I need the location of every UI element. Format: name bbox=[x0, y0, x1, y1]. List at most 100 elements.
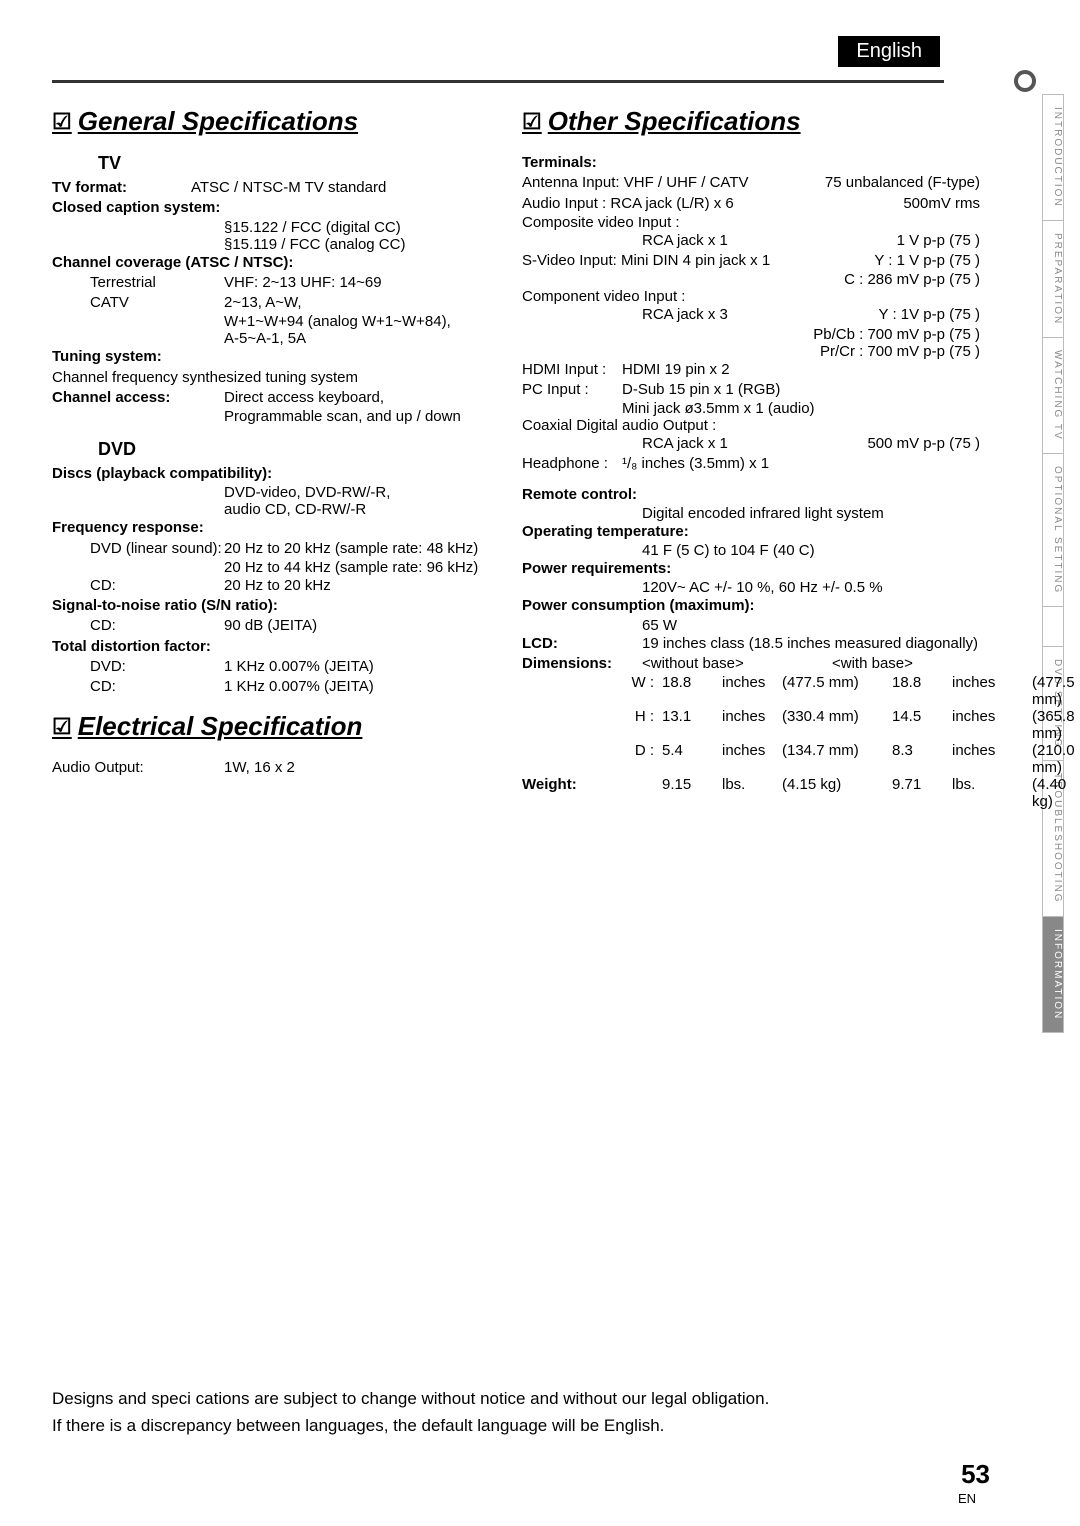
coax-key: Coaxial Digital audio Output : bbox=[522, 417, 980, 434]
footer-notes: Designs and speci cations are subject to… bbox=[52, 1388, 812, 1438]
catv-value3: A-5~A-1, 5A bbox=[52, 330, 510, 347]
side-tab-strip: INTRODUCTION PREPARATION WATCHING TV OPT… bbox=[1042, 94, 1064, 1033]
component-y: Y : 1V p-p (75 ) bbox=[879, 305, 980, 325]
remote-value: Digital encoded infrared light system bbox=[522, 505, 980, 522]
left-column: General Specifications TV TV format: ATS… bbox=[52, 100, 522, 810]
en-mark: EN bbox=[958, 1491, 976, 1506]
antenna-v1: VHF / UHF / CATV bbox=[624, 174, 749, 191]
component-key: Component video Input : bbox=[522, 288, 980, 305]
pc-input-key: PC Input : bbox=[522, 380, 622, 400]
terrestrial-key: Terrestrial bbox=[90, 273, 224, 293]
power-cons-label: Power consumption (maximum): bbox=[522, 596, 755, 616]
component-pb: Pb/Cb : 700 mV p-p (75 ) bbox=[522, 326, 980, 343]
svideo-c: C : 286 mV p-p (75 ) bbox=[522, 271, 980, 288]
tdf-cd-value: 1 KHz 0.007% (JEITA) bbox=[224, 677, 374, 697]
freq-dvd-key: DVD (linear sound): bbox=[90, 539, 224, 559]
coverage-label: Channel coverage (ATSC / NTSC): bbox=[52, 253, 293, 273]
antenna-v2: 75 unbalanced (F-type) bbox=[825, 173, 980, 193]
side-tab-watching-tv[interactable]: WATCHING TV bbox=[1042, 337, 1064, 453]
composite-key: Composite video Input : bbox=[522, 214, 980, 231]
access-value2: Programmable scan, and up / down bbox=[52, 408, 510, 425]
heading-electrical-spec: Electrical Specification bbox=[52, 711, 510, 742]
freq-dvd-v2: 20 Hz to 44 kHz (sample rate: 96 kHz) bbox=[52, 559, 510, 576]
access-label: Channel access: bbox=[52, 388, 224, 408]
corner-node-icon bbox=[1014, 70, 1036, 92]
dim-row-d: D : 5.4inches(134.7 mm) 8.3inches(210.0 … bbox=[522, 742, 980, 776]
cc-line2: §15.119 / FCC (analog CC) bbox=[52, 236, 510, 253]
tv-format-label: TV format: bbox=[52, 178, 127, 198]
right-column: Other Specifications Terminals: Antenna … bbox=[522, 100, 992, 810]
remote-label: Remote control: bbox=[522, 485, 637, 505]
top-rule bbox=[52, 80, 944, 83]
coax-v1: RCA jack x 1 bbox=[642, 434, 728, 454]
catv-value2: W+1~W+94 (analog W+1~W+84), bbox=[52, 313, 510, 330]
audio-in-v1: RCA jack (L/R) x 6 bbox=[610, 195, 733, 212]
side-tab-optional-setting[interactable]: OPTIONAL SETTING bbox=[1042, 453, 1064, 606]
power-req-label: Power requirements: bbox=[522, 559, 671, 579]
footer-line2: If there is a discrepancy between langua… bbox=[52, 1415, 812, 1438]
page-content: General Specifications TV TV format: ATS… bbox=[52, 100, 992, 810]
hdmi-value: HDMI 19 pin x 2 bbox=[622, 360, 730, 380]
terminals-label: Terminals: bbox=[522, 153, 597, 173]
dim-label: Dimensions: bbox=[522, 654, 642, 674]
audio-in-key: Audio Input : bbox=[522, 195, 606, 212]
access-value1: Direct access keyboard, bbox=[224, 388, 384, 408]
component-pr: Pr/Cr : 700 mV p-p (75 ) bbox=[522, 343, 980, 360]
footer-line1: Designs and speci cations are subject to… bbox=[52, 1388, 812, 1411]
tuning-value: Channel frequency synthesized tuning sys… bbox=[52, 368, 358, 388]
tdf-dvd-value: 1 KHz 0.007% (JEITA) bbox=[224, 657, 374, 677]
tv-subheading: TV bbox=[98, 153, 510, 174]
composite-v1: RCA jack x 1 bbox=[642, 231, 728, 251]
side-tab-information[interactable]: INFORMATION bbox=[1042, 916, 1064, 1033]
dvd-subheading: DVD bbox=[98, 439, 510, 460]
terrestrial-value: VHF: 2~13 UHF: 14~69 bbox=[224, 273, 382, 293]
composite-v2: 1 V p-p (75 ) bbox=[897, 231, 980, 251]
svideo-key: S-Video Input: bbox=[522, 252, 617, 269]
discs-label: Discs (playback compatibility): bbox=[52, 464, 272, 484]
catv-key: CATV bbox=[90, 293, 224, 313]
pc-input-v2: Mini jack ø3.5mm x 1 (audio) bbox=[522, 400, 980, 417]
dim-row-w: W : 18.8inches(477.5 mm) 18.8inches(477.… bbox=[522, 674, 980, 708]
snr-label: Signal-to-noise ratio (S/N ratio): bbox=[52, 596, 278, 616]
lcd-value: 19 inches class (18.5 inches measured di… bbox=[642, 634, 978, 654]
pc-input-v1: D-Sub 15 pin x 1 (RGB) bbox=[622, 380, 780, 400]
heading-general-specs: General Specifications bbox=[52, 106, 510, 137]
svideo-v1: Mini DIN 4 pin jack x 1 bbox=[621, 252, 770, 269]
svideo-y: Y : 1 V p-p (75 ) bbox=[874, 251, 980, 271]
snr-cd-key: CD: bbox=[90, 616, 224, 636]
side-tab-introduction[interactable]: INTRODUCTION bbox=[1042, 94, 1064, 220]
weight-row: Weight: 9.15lbs.(4.15 kg) 9.71lbs.(4.40 … bbox=[522, 776, 980, 810]
power-cons-value: 65 W bbox=[522, 617, 980, 634]
op-temp-value: 41 F (5 C) to 104 F (40 C) bbox=[522, 542, 980, 559]
discs-v2: audio CD, CD-RW/-R bbox=[52, 501, 510, 518]
language-badge: English bbox=[838, 36, 940, 67]
freq-cd-key: CD: bbox=[90, 576, 224, 596]
op-temp-label: Operating temperature: bbox=[522, 522, 689, 542]
side-tab-blank[interactable] bbox=[1042, 606, 1064, 646]
audio-output-key: Audio Output: bbox=[52, 758, 224, 778]
freq-cd-value: 20 Hz to 20 kHz bbox=[224, 576, 331, 596]
component-v1: RCA jack x 3 bbox=[642, 305, 728, 325]
tv-format-value: ATSC / NTSC-M TV standard bbox=[191, 178, 386, 198]
audio-output-value: 1W, 16 x 2 bbox=[224, 758, 295, 778]
tuning-label: Tuning system: bbox=[52, 347, 224, 367]
side-tab-preparation[interactable]: PREPARATION bbox=[1042, 220, 1064, 337]
freq-dvd-v1: 20 Hz to 20 kHz (sample rate: 48 kHz) bbox=[224, 539, 478, 559]
dim-h1: <without base> bbox=[642, 654, 832, 674]
discs-v1: DVD-video, DVD-RW/-R, bbox=[52, 484, 510, 501]
lcd-label: LCD: bbox=[522, 634, 642, 654]
heading-other-specs: Other Specifications bbox=[522, 106, 980, 137]
power-req-value: 120V~ AC +/- 10 %, 60 Hz +/- 0.5 % bbox=[522, 579, 980, 596]
dim-row-h: H : 13.1inches(330.4 mm) 14.5inches(365.… bbox=[522, 708, 980, 742]
tdf-dvd-key: DVD: bbox=[90, 657, 224, 677]
snr-cd-value: 90 dB (JEITA) bbox=[224, 616, 317, 636]
freq-label: Frequency response: bbox=[52, 518, 204, 538]
catv-value1: 2~13, A~W, bbox=[224, 293, 302, 313]
antenna-key: Antenna Input: bbox=[522, 174, 620, 191]
tdf-cd-key: CD: bbox=[90, 677, 224, 697]
audio-in-v2: 500mV rms bbox=[903, 194, 980, 214]
headphone-value: ¹/₈ inches (3.5mm) x 1 bbox=[622, 454, 769, 474]
cc-line1: §15.122 / FCC (digital CC) bbox=[52, 219, 510, 236]
tdf-label: Total distortion factor: bbox=[52, 637, 211, 657]
hdmi-key: HDMI Input : bbox=[522, 360, 622, 380]
